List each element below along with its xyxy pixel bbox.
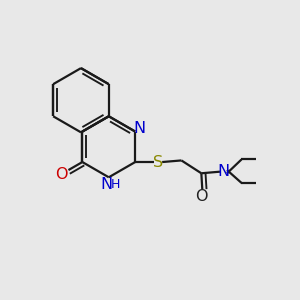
- Text: H: H: [111, 178, 121, 191]
- Text: S: S: [153, 154, 164, 169]
- Text: O: O: [55, 167, 67, 182]
- Text: N: N: [133, 122, 145, 136]
- Text: N: N: [100, 177, 112, 192]
- Text: N: N: [218, 164, 230, 179]
- Text: O: O: [195, 189, 208, 204]
